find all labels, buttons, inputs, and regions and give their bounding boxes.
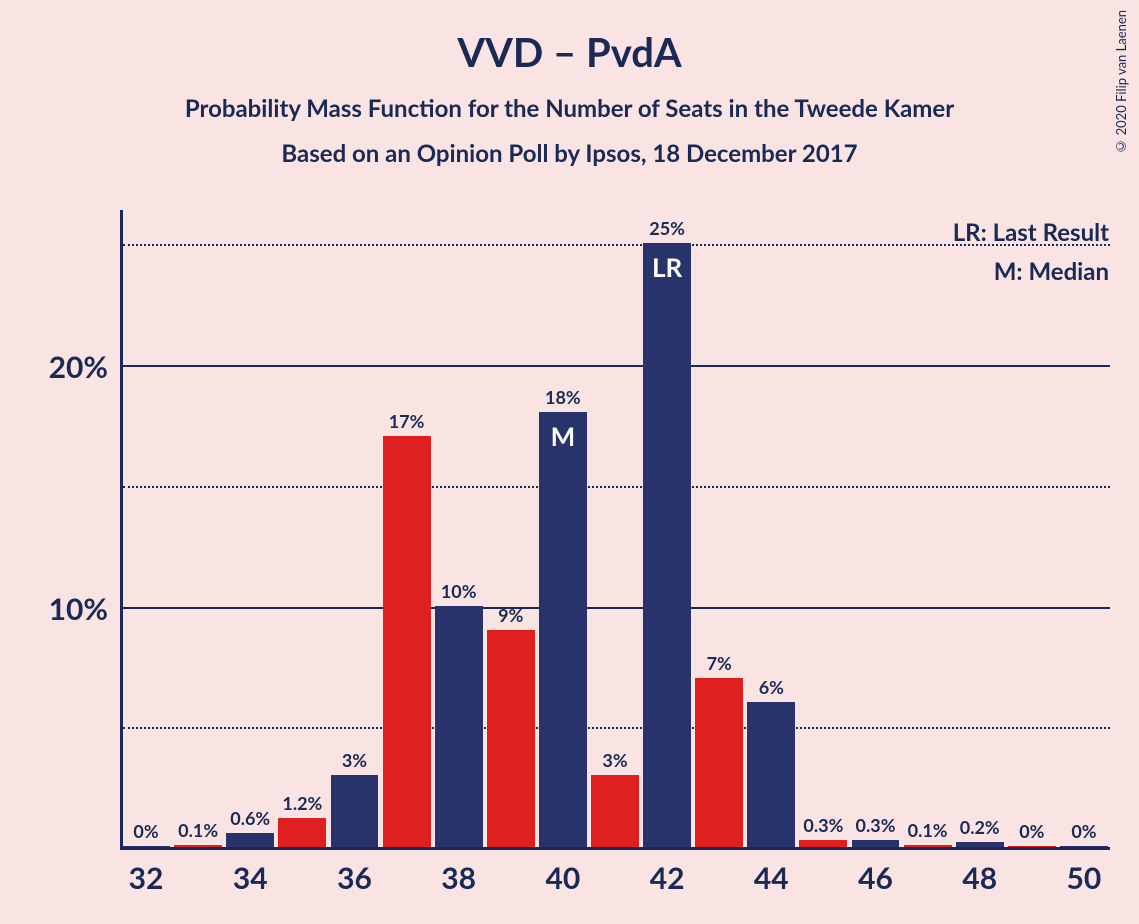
y-axis: [120, 210, 123, 850]
bar: 3%: [331, 775, 379, 847]
chart-subtitle-1: Probability Mass Function for the Number…: [0, 94, 1139, 123]
bar: 9%: [487, 630, 535, 847]
legend-lr: LR: Last Result: [953, 218, 1109, 247]
bar-value-label: 0.2%: [960, 816, 1000, 838]
x-axis: [120, 847, 1110, 850]
x-tick-label: 32: [129, 860, 164, 896]
bar-value-label: 18%: [545, 386, 581, 408]
x-tick-label: 40: [545, 860, 580, 896]
x-tick-label: 44: [754, 860, 789, 896]
bar: 10%: [435, 606, 483, 848]
bar: 0.2%: [956, 842, 1004, 847]
bar: 17%: [383, 436, 431, 847]
bar-value-label: 0.3%: [803, 814, 843, 836]
legend: LR: Last Result M: Median: [953, 218, 1109, 286]
gridline-major: [123, 607, 1110, 609]
x-tick-label: 48: [962, 860, 997, 896]
bar-value-label: 0%: [133, 820, 158, 842]
bar: 7%: [695, 678, 743, 847]
x-tick-label: 38: [441, 860, 476, 896]
x-tick-label: 46: [858, 860, 893, 896]
y-tick-label: 20%: [49, 349, 108, 385]
chart-title: VVD – PvdA: [0, 28, 1139, 76]
bar: 0.3%: [852, 840, 900, 847]
bar-value-label: 17%: [389, 410, 425, 432]
chart-subtitle-2: Based on an Opinion Poll by Ipsos, 18 De…: [0, 139, 1139, 168]
legend-m: M: Median: [953, 257, 1109, 286]
bar-marker-label: LR: [652, 251, 682, 283]
bar-value-label: 0.1%: [178, 819, 218, 841]
bar-value-label: 3%: [602, 749, 627, 771]
x-tick-label: 50: [1067, 860, 1102, 896]
gridline-major: [123, 365, 1110, 367]
bar: 18%M: [539, 412, 587, 847]
bar-value-label: 7%: [707, 652, 732, 674]
x-tick-label: 36: [337, 860, 372, 896]
bar: 25%LR: [643, 243, 691, 847]
gridline-minor: [123, 727, 1110, 729]
bar-value-label: 9%: [498, 604, 523, 626]
gridline-minor: [123, 486, 1110, 488]
bar: 0.1%: [904, 845, 952, 847]
bar-value-label: 10%: [441, 580, 477, 602]
pmf-chart: VVD – PvdA Probability Mass Function for…: [0, 0, 1139, 924]
bar: 0.1%: [174, 845, 222, 847]
bar-value-label: 6%: [759, 676, 784, 698]
bar-value-label: 0%: [1019, 820, 1044, 842]
bar-value-label: 25%: [649, 217, 685, 239]
bar: 0.6%: [226, 833, 274, 847]
x-tick-label: 42: [650, 860, 685, 896]
bar-value-label: 3%: [342, 749, 367, 771]
copyright-text: © 2020 Filip van Laenen: [1113, 10, 1129, 155]
bar: 0.3%: [799, 840, 847, 847]
x-tick-label: 34: [233, 860, 268, 896]
bar-value-label: 0.6%: [230, 807, 270, 829]
bar: 6%: [747, 702, 795, 847]
bar-marker-label: M: [551, 420, 576, 452]
y-tick-label: 10%: [49, 591, 108, 627]
bar: 0%: [1060, 846, 1108, 847]
bar: 3%: [591, 775, 639, 847]
bar-value-label: 1.2%: [282, 792, 322, 814]
bar-value-label: 0.1%: [908, 819, 948, 841]
bar-value-label: 0%: [1071, 820, 1096, 842]
bar: 0%: [122, 846, 170, 847]
bar-value-label: 0.3%: [856, 814, 896, 836]
bar: 1.2%: [278, 818, 326, 847]
bar: 0%: [1008, 846, 1056, 847]
plot-area: 10%20%323436384042444648500%0.1%0.6%1.2%…: [120, 210, 1110, 850]
